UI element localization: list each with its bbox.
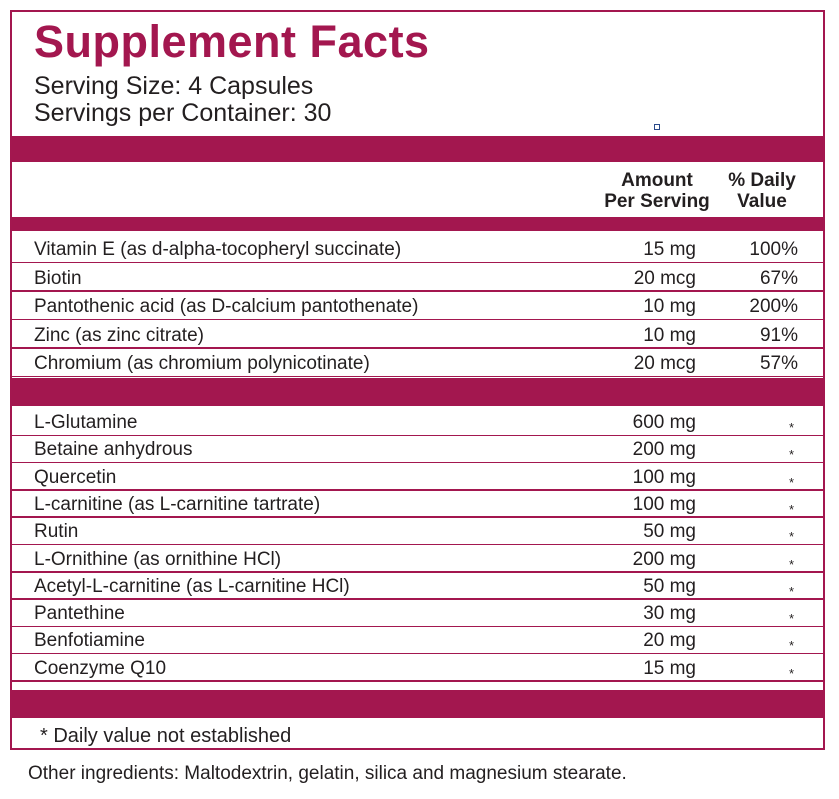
daily-value-column-header: % Daily Value: [722, 170, 802, 212]
daily-value-footnote: * Daily value not established: [40, 725, 292, 747]
amount-column-header: Amount Per Serving: [598, 170, 716, 212]
amount-per-serving: 600 mg: [632, 412, 696, 433]
row-divider: [12, 543, 823, 546]
daily-value: 100%: [749, 239, 798, 260]
nutrient-name: L-Ornithine (as ornithine HCl): [34, 548, 282, 570]
table-row: Rutin 50 mg *: [12, 518, 823, 546]
nutrient-name: Acetyl-L-carnitine (as L-carnitine HCl): [34, 575, 350, 597]
amount-header-line1: Amount: [621, 170, 693, 191]
row-divider: [12, 489, 823, 491]
nutrient-name: L-Glutamine: [34, 412, 138, 433]
amount-per-serving: 20 mcg: [633, 353, 696, 374]
amount-per-serving: 100 mg: [632, 466, 696, 488]
small-square-mark: [654, 124, 660, 130]
nutrient-name: Betaine anhydrous: [34, 439, 193, 461]
dv-header-line1: % Daily: [728, 170, 796, 191]
table-row: Biotin 20 mcg 67%: [12, 265, 823, 292]
row-divider: [12, 516, 823, 518]
daily-value: 200%: [749, 296, 798, 317]
table-row: Quercetin 100 mg *: [12, 464, 823, 491]
daily-value: *: [788, 501, 794, 517]
bottom-thick-bar: [12, 690, 823, 718]
daily-value: 67%: [759, 267, 798, 289]
daily-value: *: [788, 638, 794, 654]
amount-per-serving: 20 mcg: [633, 267, 696, 289]
table-row: L-carnitine (as L-carnitine tartrate) 100…: [12, 491, 823, 518]
amount-per-serving: 15 mg: [643, 657, 696, 679]
table-row: Acetyl-L-carnitine (as L-carnitine HCl) 5…: [12, 573, 823, 600]
supplement-facts-panel: Supplement Facts Serving Size: 4 Capsule…: [10, 10, 825, 750]
amount-per-serving: 50 mg: [643, 521, 696, 543]
daily-value: *: [788, 474, 794, 490]
nutrient-name: Biotin: [34, 267, 82, 289]
table-row: Chromium (as chromium polynicotinate) 20 …: [12, 350, 823, 377]
daily-value: *: [788, 420, 794, 435]
daily-value: *: [788, 583, 794, 599]
serving-size: Serving Size: 4 Capsules: [34, 72, 314, 100]
daily-value: 91%: [759, 324, 798, 346]
row-divider: [12, 347, 823, 349]
table-row: Pantothenic acid (as D-calcium pantothen…: [12, 293, 823, 320]
amount-per-serving: 30 mg: [643, 603, 696, 625]
row-divider: [12, 652, 823, 655]
table-row: Vitamin E (as d-alpha-tocopheryl succina…: [12, 236, 823, 263]
amount-per-serving: 100 mg: [632, 493, 696, 515]
amount-header-line2: Per Serving: [604, 191, 710, 212]
nutrient-name: Quercetin: [34, 466, 117, 488]
daily-value: *: [788, 529, 794, 545]
servings-per-container: Servings per Container: 30: [34, 99, 332, 127]
nutrient-name: Coenzyme Q10: [34, 657, 167, 679]
table-row: Betaine anhydrous 200 mg *: [12, 436, 823, 464]
daily-value: *: [788, 556, 794, 572]
row-divider: [12, 680, 823, 682]
row-divider: [12, 571, 823, 573]
nutrient-name: L-carnitine (as L-carnitine tartrate): [34, 493, 321, 515]
section-divider-bar: [12, 378, 823, 406]
row-divider: [12, 625, 823, 628]
nutrient-name: Vitamin E (as d-alpha-tocopheryl succina…: [34, 239, 402, 260]
nutrient-name: Pantethine: [34, 603, 125, 625]
amount-per-serving: 200 mg: [632, 548, 696, 570]
nutrient-name: Pantothenic acid (as D-calcium pantothen…: [34, 296, 419, 317]
daily-value: 57%: [759, 353, 798, 374]
row-divider: [12, 461, 823, 464]
table-row: L-Glutamine 600 mg *: [12, 409, 823, 436]
table-row: L-Ornithine (as ornithine HCl) 200 mg *: [12, 546, 823, 573]
daily-value: *: [788, 665, 794, 681]
panel-title: Supplement Facts: [34, 16, 430, 67]
dv-header-line2: Value: [737, 191, 787, 212]
amount-per-serving: 200 mg: [632, 439, 696, 461]
nutrient-name: Chromium (as chromium polynicotinate): [34, 353, 370, 374]
table-row: Pantethine 30 mg *: [12, 600, 823, 628]
amount-per-serving: 10 mg: [643, 324, 696, 346]
nutrient-name: Benfotiamine: [34, 630, 145, 652]
other-ingredients: Other ingredients: Maltodextrin, gelatin…: [28, 763, 627, 784]
row-divider: [12, 290, 823, 292]
table-row: Coenzyme Q10 15 mg *: [12, 655, 823, 682]
amount-per-serving: 15 mg: [643, 239, 696, 260]
amount-per-serving: 10 mg: [643, 296, 696, 317]
row-divider: [12, 261, 823, 263]
nutrient-name: Rutin: [34, 521, 79, 543]
amount-per-serving: 50 mg: [643, 575, 696, 597]
row-divider: [12, 434, 823, 436]
amount-per-serving: 20 mg: [643, 630, 696, 652]
table-row: Zinc (as zinc citrate) 10 mg 91%: [12, 322, 823, 349]
top-thick-bar: [12, 136, 823, 162]
daily-value: *: [788, 611, 794, 627]
table-row: Benfotiamine 20 mg *: [12, 627, 823, 655]
daily-value: *: [788, 447, 794, 463]
row-divider: [12, 318, 823, 320]
header-bar: [12, 217, 823, 231]
row-divider: [12, 375, 823, 377]
row-divider: [12, 598, 823, 600]
nutrient-name: Zinc (as zinc citrate): [34, 324, 204, 346]
